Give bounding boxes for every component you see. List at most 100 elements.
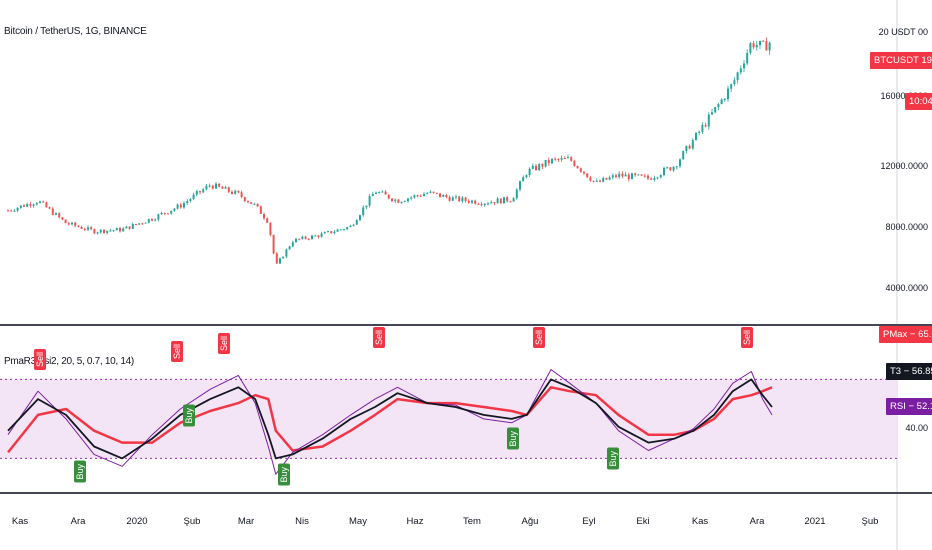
pmax-badge: PMax − 65.62: [879, 326, 932, 343]
candle-body: [471, 200, 473, 203]
candle-body: [752, 43, 755, 48]
candle-body: [349, 225, 352, 228]
candle-body: [397, 199, 400, 203]
candle-body: [183, 203, 185, 208]
candle-body: [199, 191, 201, 193]
candle-body: [384, 191, 387, 195]
candle-body: [215, 183, 217, 189]
candle-body: [154, 219, 157, 221]
candle-body: [42, 201, 45, 203]
candle-body: [503, 197, 505, 204]
t3-line: [7, 378, 773, 460]
candle-body: [80, 226, 83, 229]
candle-body: [624, 174, 627, 177]
candle-body: [762, 40, 765, 42]
candle-body: [480, 204, 483, 206]
time-axis-label: Eki: [636, 516, 650, 527]
candle-body: [679, 159, 681, 167]
candle-body: [186, 201, 189, 204]
candle-body: [611, 175, 614, 178]
price-axis-label: 12000.0000: [880, 161, 928, 171]
time-axis-label: Nis: [295, 516, 309, 527]
sell-signal: Sell: [218, 333, 230, 355]
candle-body: [413, 195, 416, 198]
candle-body: [618, 173, 621, 178]
candle-body: [13, 210, 16, 212]
candle-body: [432, 191, 435, 193]
candle-body: [141, 223, 144, 225]
time-axis-label: May: [349, 516, 367, 527]
candle-body: [698, 131, 701, 133]
candle-body: [535, 165, 537, 171]
candle-body: [634, 173, 637, 176]
candle-body: [163, 212, 166, 214]
candle-body: [643, 175, 646, 177]
candle-body: [467, 200, 470, 203]
candle-body: [7, 210, 9, 212]
candle-body: [234, 190, 237, 194]
candle-body: [627, 174, 630, 180]
candle-body: [26, 203, 29, 207]
candle-body: [733, 80, 736, 85]
candle-body: [659, 175, 662, 178]
candle-body: [615, 175, 617, 178]
candle-body: [55, 213, 57, 215]
candle-body: [727, 88, 729, 100]
buy-signal: Buy: [607, 448, 619, 470]
candle-body: [317, 235, 320, 237]
sell-signal: Sell: [533, 327, 545, 349]
candle-body: [487, 203, 489, 205]
candle-body: [288, 246, 291, 250]
time-axis-label: Ara: [70, 516, 86, 527]
candle-body: [339, 229, 342, 231]
candle-body: [125, 226, 128, 229]
candle-body: [685, 145, 688, 151]
candle-body: [179, 204, 182, 208]
candle-body: [58, 213, 61, 218]
candle-body: [29, 203, 32, 206]
candle-body: [528, 168, 531, 176]
sell-signal: Sell: [373, 327, 385, 349]
candle-body: [189, 199, 192, 202]
candle-body: [483, 203, 486, 206]
candle-body: [327, 231, 329, 233]
candle-body: [122, 228, 125, 232]
rsi-band: [0, 378, 897, 459]
candle-body: [208, 185, 211, 187]
candle-body: [394, 199, 397, 202]
candle-body: [269, 222, 272, 235]
candle-body: [320, 233, 323, 237]
candle-body: [291, 242, 294, 247]
candle-body: [717, 103, 720, 107]
candle-body: [202, 189, 205, 193]
candle-body: [167, 213, 169, 215]
candle-body: [240, 192, 243, 198]
candle-body: [560, 158, 563, 160]
candle-body: [221, 186, 224, 189]
candle-body: [538, 164, 541, 171]
candle-body: [455, 196, 457, 198]
candle-body: [512, 198, 515, 202]
candle-body: [247, 201, 249, 203]
candle-body: [74, 222, 77, 226]
time-axis-label: 2020: [126, 516, 148, 527]
candle-body: [714, 106, 717, 113]
candle-body: [586, 173, 589, 178]
time-axis-label: Haz: [406, 516, 424, 527]
candle-body: [211, 185, 214, 189]
candle-body: [442, 195, 445, 197]
candle-body: [272, 234, 275, 254]
candle-body: [768, 42, 771, 51]
candle-body: [160, 212, 163, 215]
last-price-badge: BTCUSDT 19206.9000: [870, 52, 932, 69]
candle-body: [35, 202, 38, 205]
candle-body: [423, 193, 425, 197]
buy-signal: Buy: [278, 464, 290, 486]
indicator-title[interactable]: PmaR3 (rsi2, 20, 5, 0.7, 10, 14): [4, 356, 134, 367]
candle-body: [583, 171, 585, 174]
symbol-title[interactable]: Bitcoin / TetherUS, 1G, BINANCE: [4, 26, 147, 37]
candle-body: [759, 40, 761, 46]
time-axis-label: Şub: [183, 516, 201, 527]
candle-body: [666, 167, 669, 169]
